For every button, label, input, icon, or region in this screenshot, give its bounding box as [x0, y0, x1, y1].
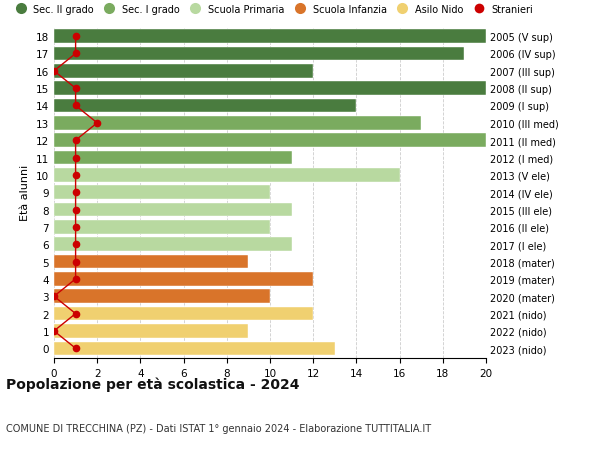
Bar [54, 342, 335, 355]
Text: COMUNE DI TRECCHINA (PZ) - Dati ISTAT 1° gennaio 2024 - Elaborazione TUTTITALIA.: COMUNE DI TRECCHINA (PZ) - Dati ISTAT 1°… [6, 424, 431, 433]
Bar [54, 151, 292, 165]
Bar [54, 221, 270, 234]
Bar [54, 307, 313, 321]
Bar [54, 134, 486, 148]
Bar [54, 48, 464, 61]
Legend: Sec. II grado, Sec. I grado, Scuola Primaria, Scuola Infanzia, Asilo Nido, Stran: Sec. II grado, Sec. I grado, Scuola Prim… [11, 5, 533, 15]
Text: Popolazione per età scolastica - 2024: Popolazione per età scolastica - 2024 [6, 376, 299, 391]
Bar [54, 238, 292, 252]
Bar [54, 290, 270, 303]
Bar [54, 273, 313, 286]
Bar [54, 82, 486, 96]
Bar [54, 325, 248, 338]
Y-axis label: Età alunni: Età alunni [20, 165, 31, 221]
Bar [54, 203, 292, 217]
Bar [54, 255, 248, 269]
Bar [54, 117, 421, 130]
Bar [54, 30, 486, 44]
Bar [54, 100, 356, 113]
Bar [54, 186, 270, 200]
Bar [54, 65, 313, 78]
Bar [54, 169, 400, 182]
